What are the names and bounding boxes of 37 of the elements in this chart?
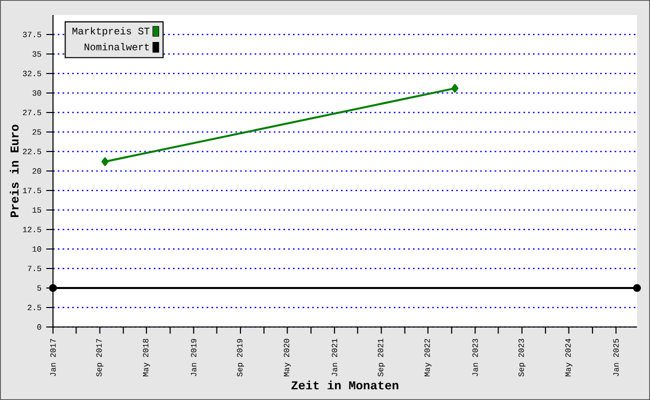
y-tick-label: 22.5 [22,148,42,154]
x-tick-label: Jan 2017 [50,339,56,376]
x-tick-label: Sep 2023 [518,338,526,376]
y-tick-label: 27.5 [22,110,42,116]
y-tick-label: 15 [32,207,42,213]
x-tick-label: Jan 2025 [613,338,619,376]
point [633,284,641,292]
x-axis-title: Zeit in Monaten [291,380,398,390]
x-tick-label: May 2024 [565,338,572,376]
y-tick-label: 20 [32,168,42,174]
y-tick-label: 5 [37,285,42,291]
x-tick-label: Jan 2021 [332,338,338,376]
x-tick-label: Jan 2019 [190,338,196,376]
y-tick-label: 12.5 [23,226,42,232]
x-tick-label: Sep 2017 [96,339,104,376]
x-tick-label: Sep 2021 [378,338,385,376]
y-tick-label: 10 [32,246,42,252]
y-tick-label: 0 [37,324,42,330]
x-tick-label: May 2022 [424,338,432,376]
legend-label: Marktpreis ST [72,27,150,36]
y-tick-label: 17.5 [23,188,42,194]
y-tick-label: 30 [32,90,42,96]
x-tick-label: May 2020 [284,338,291,376]
point [49,284,57,292]
y-tick-label: 2.5 [28,304,42,310]
y-tick-label: 25 [32,129,42,135]
x-tick-label: Jan 2023 [472,338,478,376]
point [451,84,458,93]
y-axis-title: Preis in Euro [10,124,19,218]
legend-label: Nominalwert [84,43,149,50]
x-tick-label: Sep 2019 [236,338,244,376]
y-tick-label: 7.5 [28,266,42,272]
y-tick-label: 37.5 [22,32,42,38]
y-tick-label: 35 [32,51,42,57]
point [102,157,109,166]
y-tick-label: 32.5 [22,70,42,76]
x-tick-label: May 2018 [142,338,150,376]
